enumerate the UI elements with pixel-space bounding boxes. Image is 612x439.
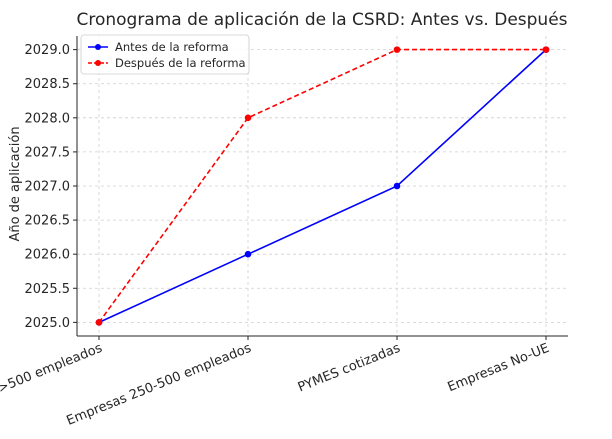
x-tick-label-2: PYMES cotizadas: [296, 341, 403, 396]
series-line-2: [98, 48, 546, 323]
grid-layer: [77, 36, 568, 336]
legend-marker-series-2: [95, 60, 101, 66]
series-2-point-2: [393, 46, 401, 53]
legend-box: [80, 34, 250, 75]
y-axis-label: Año de aplicación: [8, 126, 23, 241]
series-1-point-1: [244, 250, 252, 258]
y-tick-label-4: 2027.0: [25, 180, 71, 195]
series-line-1: [98, 49, 547, 324]
ticks-layer: 2025.0 2025.5 2026.0 2026.5 2027.0 2027.5 2028…: [0, 43, 551, 429]
legend-marker-series-1: [95, 44, 101, 50]
legend-label-series-1: Antes de la reforma: [115, 40, 229, 54]
y-tick-label-0: 2025.0: [25, 316, 71, 331]
y-tick-label-2: 2026.0: [25, 248, 71, 263]
y-tick-label-3: 2026.5: [25, 214, 71, 229]
x-tick-label-3: Empresas No-UE: [446, 341, 552, 395]
legend-label-series-2: Después de la reforma: [115, 56, 246, 70]
series-2-point-1: [244, 114, 252, 122]
y-tick-label-8: 2029.0: [25, 43, 71, 58]
series-1-point-2: [393, 182, 401, 190]
series-2-point-3: [542, 46, 550, 53]
y-tick-label-7: 2028.5: [25, 77, 71, 92]
chart-title: Cronograma de aplicación de la CSRD: Ant…: [76, 10, 567, 30]
series-2-point-0: [95, 319, 103, 326]
y-tick-label-6: 2028.0: [25, 111, 71, 126]
legend: Antes de la reforma Después de la reform…: [80, 34, 250, 75]
series-layer: [95, 46, 550, 326]
y-tick-label-5: 2027.5: [25, 145, 71, 160]
y-tick-label-1: 2025.5: [25, 282, 71, 297]
